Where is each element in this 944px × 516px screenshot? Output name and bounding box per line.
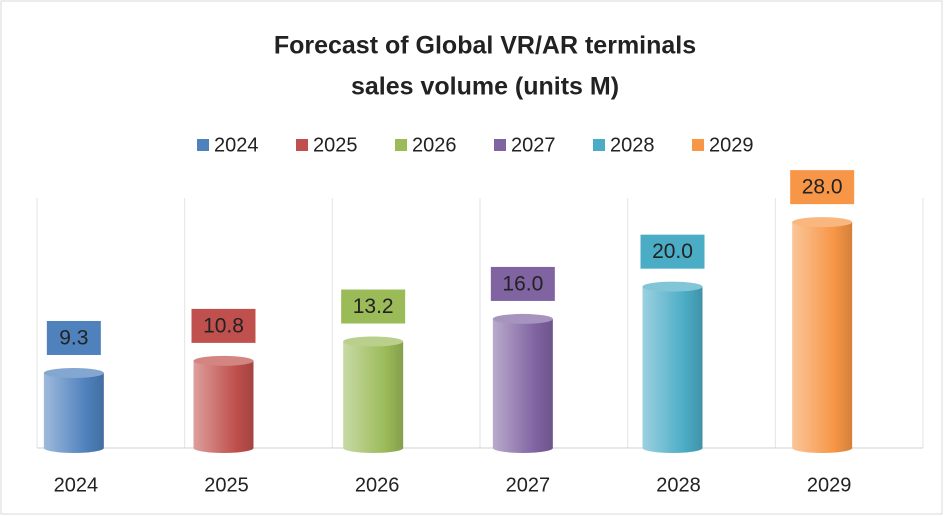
legend-label: 2028: [610, 134, 655, 156]
chart-title: Forecast of Global VR/AR terminals: [274, 32, 696, 60]
legend-swatch: [692, 139, 704, 151]
x-tick-label: 2026: [355, 474, 400, 496]
bar-top: [193, 355, 254, 366]
bar: [492, 318, 553, 448]
data-label-box: [490, 266, 555, 301]
legend-label: 2026: [412, 134, 457, 156]
bar: [193, 360, 254, 448]
chart-title: sales volume (units M): [351, 73, 619, 101]
x-tick-label: 2025: [204, 474, 249, 496]
data-label: 20.0: [652, 240, 693, 263]
bar: [43, 372, 104, 448]
bar-top: [792, 217, 853, 228]
x-tick-label: 2029: [807, 474, 852, 496]
bar-top: [43, 367, 104, 378]
legend-swatch: [296, 139, 308, 151]
bar: [792, 222, 853, 448]
data-label-box: [46, 320, 101, 355]
x-tick-label: 2024: [54, 474, 99, 496]
data-label: 10.8: [203, 314, 244, 337]
legend-swatch: [494, 139, 506, 151]
legend-swatch: [593, 139, 605, 151]
data-label-box: [341, 289, 406, 324]
bar-top: [492, 313, 553, 324]
data-label-box: [191, 308, 256, 343]
legend-label: 2024: [214, 134, 259, 156]
bar: [343, 341, 404, 448]
legend-swatch: [395, 139, 407, 151]
data-label-box: [790, 170, 855, 205]
data-label: 9.3: [59, 327, 88, 350]
data-label-box: [640, 234, 705, 269]
data-label: 28.0: [802, 176, 843, 199]
x-tick-label: 2028: [656, 474, 701, 496]
bar-top: [343, 336, 404, 347]
legend-label: 2027: [511, 134, 556, 156]
legend-label: 2025: [313, 134, 358, 156]
legend-swatch: [197, 139, 209, 151]
data-label: 13.2: [353, 295, 394, 318]
legend-label: 2029: [709, 134, 754, 156]
bar-top: [642, 281, 703, 292]
data-label: 16.0: [502, 272, 543, 295]
bar: [642, 286, 703, 448]
x-tick-label: 2027: [506, 474, 551, 496]
